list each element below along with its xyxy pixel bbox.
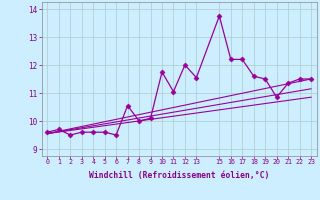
X-axis label: Windchill (Refroidissement éolien,°C): Windchill (Refroidissement éolien,°C) (89, 171, 269, 180)
